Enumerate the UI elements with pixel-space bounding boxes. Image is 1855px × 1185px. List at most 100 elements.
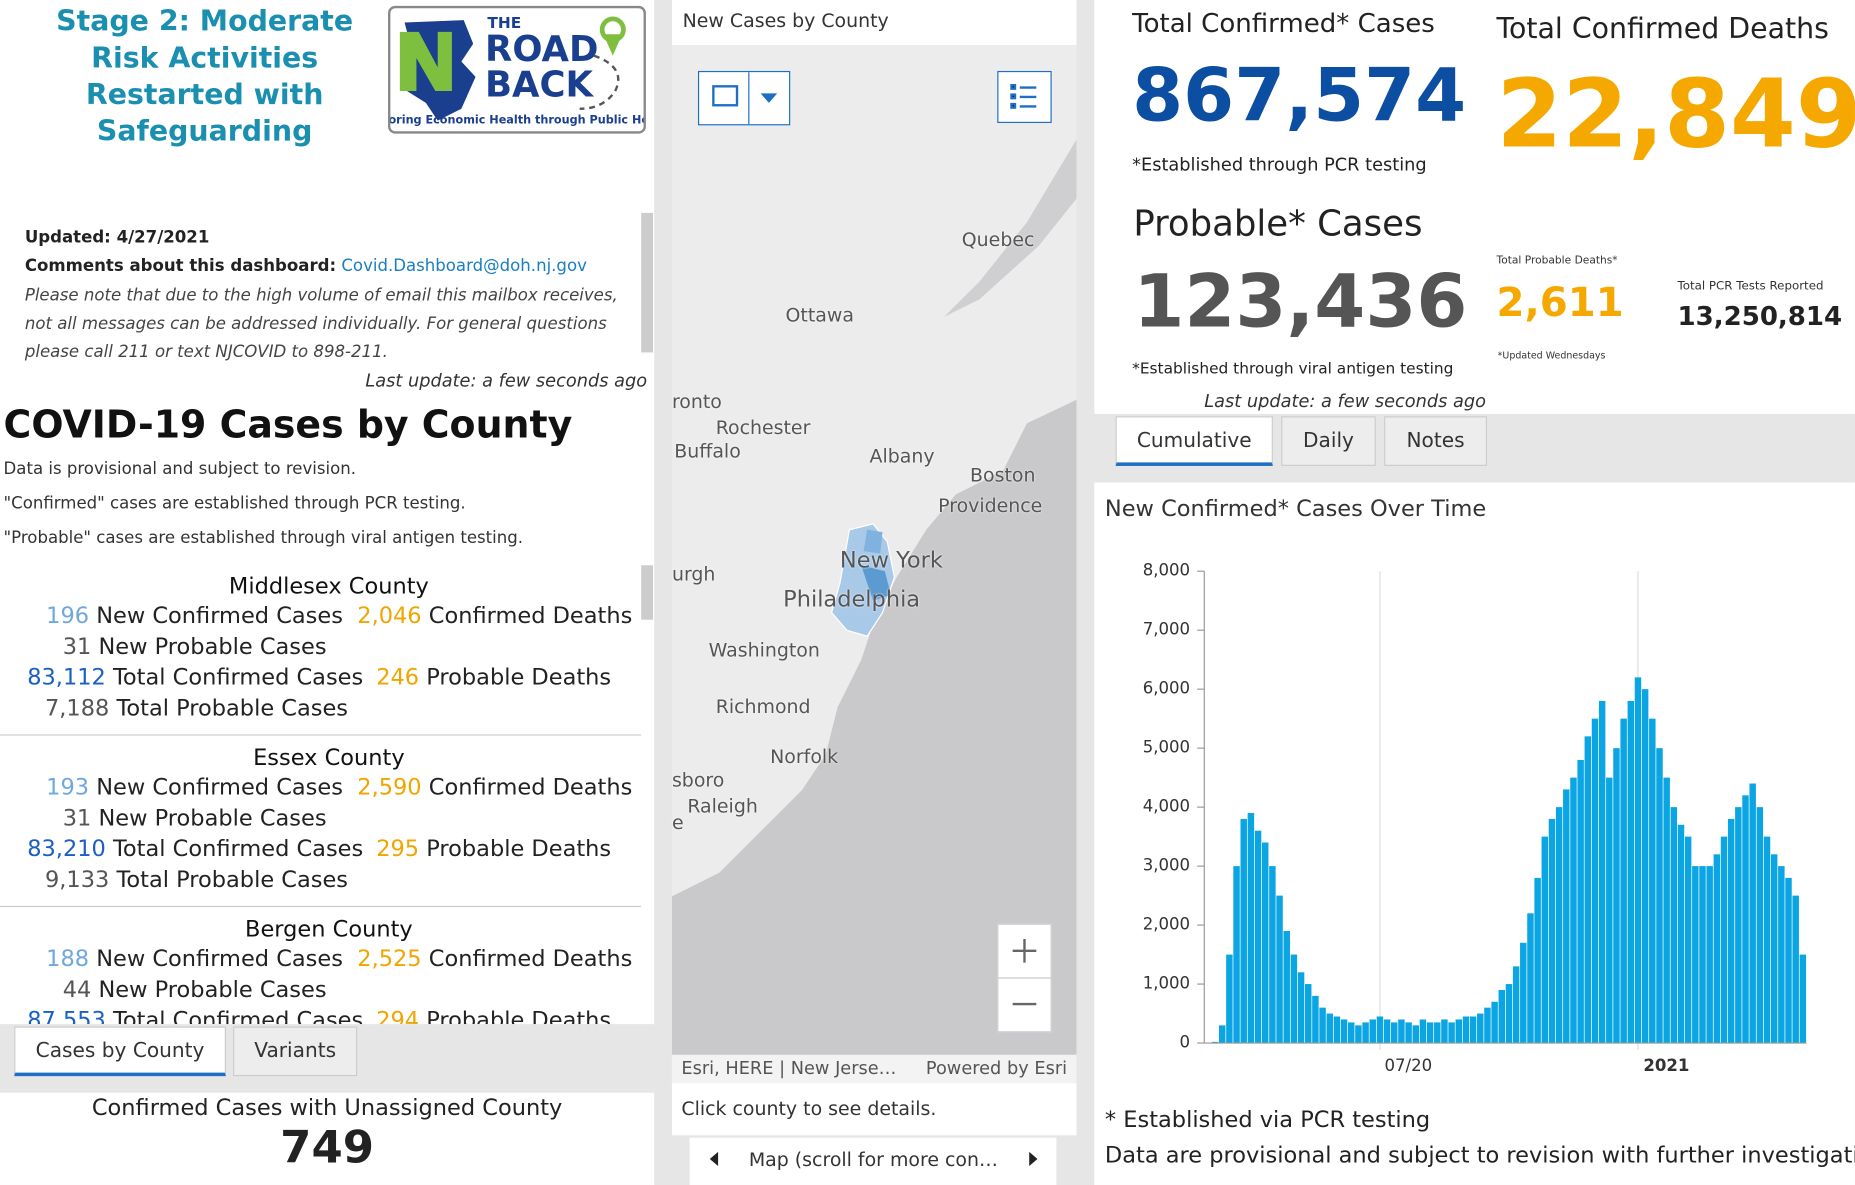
x-tick-label: 2021 — [1643, 1056, 1689, 1075]
map-tool-button[interactable] — [697, 70, 791, 126]
city-label: Albany — [869, 444, 935, 468]
last-update: Last update: a few seconds ago — [365, 370, 648, 392]
stat-label: New Confirmed Cases — [96, 774, 343, 801]
bar — [1620, 718, 1627, 1044]
bar — [1699, 866, 1706, 1044]
list-scrollbar[interactable] — [641, 565, 654, 620]
dropdown-icon — [760, 93, 778, 103]
powered-by: Powered by Esri — [925, 1057, 1068, 1079]
bar — [1584, 736, 1592, 1044]
stat-label: Total Probable Cases — [116, 695, 349, 722]
nj-county[interactable] — [863, 529, 883, 554]
stat-label: New Probable Cases — [98, 976, 327, 1003]
bar — [1663, 777, 1670, 1044]
logo-road-line — [579, 54, 620, 110]
bar — [1770, 854, 1778, 1044]
stat-label: Confirmed Deaths — [428, 946, 633, 973]
prev[interactable] — [706, 1149, 720, 1168]
bar — [1333, 1016, 1341, 1044]
bar — [1312, 995, 1319, 1044]
bar — [1233, 866, 1240, 1044]
map[interactable] — [671, 44, 1077, 1055]
chart-title: New Confirmed* Cases Over Time — [1105, 496, 1486, 522]
zoom-control[interactable] — [997, 923, 1052, 1033]
county-stat: 246 Probable Deaths — [376, 665, 611, 691]
bar — [1541, 836, 1549, 1044]
county-stat: 295 Probable Deaths — [376, 836, 611, 862]
logo-pin-tip — [603, 34, 623, 56]
bar — [1305, 984, 1312, 1044]
note-line: "Confirmed" cases are established throug… — [3, 494, 466, 514]
pager-label: Map (scroll for more con… — [748, 1148, 998, 1171]
bar — [1756, 807, 1764, 1044]
bar — [1799, 954, 1807, 1044]
email-link[interactable]: Covid.Dashboard@doh.nj.gov — [341, 256, 587, 276]
city-label: ronto — [671, 390, 722, 413]
legend-button[interactable] — [997, 70, 1052, 123]
tab[interactable]: Cumulative — [1115, 416, 1273, 466]
stat-number: 196 — [46, 603, 90, 630]
stat-number: 83,210 — [27, 836, 106, 863]
bar — [1247, 813, 1255, 1044]
stat-number: 193 — [46, 774, 90, 801]
separator — [0, 905, 642, 908]
probable-label: Probable* Cases — [1133, 203, 1423, 245]
y-tick-label: 5,000 — [1143, 738, 1190, 757]
stat-label: Confirmed Deaths — [428, 603, 633, 630]
stat-number: 7,188 — [44, 695, 110, 722]
bar — [1520, 942, 1527, 1044]
city-label: Boston — [970, 463, 1036, 487]
county-stat: 294 Probable Deaths — [376, 1008, 611, 1025]
note-line: Data is provisional and subject to revis… — [3, 460, 357, 479]
bar — [1548, 818, 1556, 1044]
bar — [1706, 866, 1713, 1044]
bar — [1261, 842, 1269, 1044]
city-label: Providence — [938, 494, 1043, 517]
tab[interactable]: Cases by County — [14, 1026, 226, 1077]
stat-number: 31 — [62, 633, 92, 660]
stage-title: Stage 2: Moderate Risk Activities Restar… — [56, 4, 354, 148]
bar — [1670, 807, 1678, 1044]
bar — [1369, 1019, 1376, 1044]
county-stat: 2,046 Confirmed Deaths — [357, 603, 632, 629]
city-label: New York — [839, 547, 943, 574]
city-label: urgh — [671, 562, 716, 586]
county-stat: 9,133 Total Probable Cases — [45, 867, 348, 893]
bar — [1290, 954, 1298, 1044]
zoom-icons — [998, 938, 1051, 1006]
pcr-label: Total PCR Tests Reported — [1677, 280, 1824, 294]
unassigned-label: Confirmed Cases with Unassigned County — [91, 1095, 563, 1122]
bar — [1469, 1016, 1477, 1044]
logo-back: BACK — [485, 64, 595, 105]
bar — [1348, 1022, 1355, 1044]
stat-label: Probable Deaths — [426, 1007, 612, 1025]
bar — [1684, 836, 1692, 1044]
bar — [1441, 1019, 1448, 1044]
nj-county[interactable] — [861, 565, 891, 601]
probable-deaths-note: *Updated Wednesdays — [1497, 350, 1606, 361]
county-stat: 196 New Confirmed Cases — [46, 603, 343, 629]
county-name: Essex County — [253, 745, 405, 772]
bar — [1484, 1007, 1491, 1044]
bar — [1383, 1019, 1391, 1044]
tab[interactable]: Notes — [1384, 416, 1488, 466]
next[interactable] — [1027, 1149, 1041, 1168]
bar — [1405, 1022, 1412, 1044]
bar — [1434, 1022, 1441, 1044]
scrollbar[interactable] — [641, 212, 654, 353]
bar — [1742, 795, 1749, 1044]
n-letter — [399, 31, 452, 92]
city-label: Quebec — [961, 228, 1035, 251]
stat-number: 246 — [376, 664, 420, 691]
river — [944, 139, 1077, 317]
attribution-bar — [671, 1054, 1077, 1084]
tab[interactable]: Variants — [233, 1026, 358, 1077]
bar — [1627, 700, 1635, 1044]
bar — [1319, 1007, 1326, 1044]
bar — [1634, 677, 1642, 1044]
stat-label: New Confirmed Cases — [96, 603, 343, 630]
county-stat: 7,188 Total Probable Cases — [45, 695, 348, 721]
tab[interactable]: Daily — [1281, 416, 1376, 466]
y-tick-label: 8,000 — [1143, 561, 1190, 580]
logo-the: THE — [487, 14, 521, 32]
